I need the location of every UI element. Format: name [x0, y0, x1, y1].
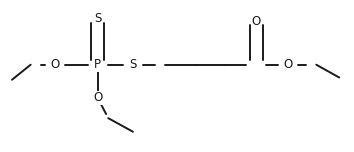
Text: P: P [94, 58, 101, 71]
Text: S: S [94, 12, 101, 25]
Text: O: O [93, 91, 102, 104]
Text: O: O [51, 58, 60, 71]
Text: O: O [252, 15, 261, 28]
Text: O: O [284, 58, 293, 71]
Text: S: S [129, 58, 137, 71]
